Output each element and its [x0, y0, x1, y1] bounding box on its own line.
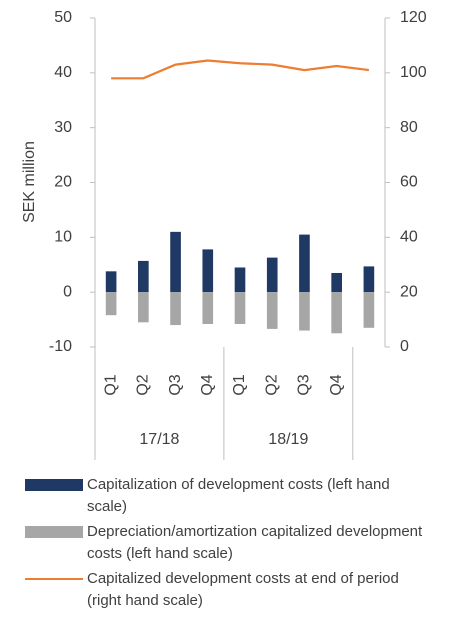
legend-label: Depreciation/amortization capitalized de…: [87, 523, 423, 562]
legend-entry: Capitalized development costs at end of …: [25, 568, 445, 612]
y-tick-label: 30: [54, 119, 72, 136]
legend-swatch: [25, 578, 83, 580]
legend-entry: Depreciation/amortization capitalized de…: [25, 521, 445, 565]
y2-tick-label: 20: [400, 283, 418, 300]
x-tick-label: Q2: [135, 374, 152, 395]
bar: [266, 257, 278, 293]
bar: [331, 272, 342, 293]
legend-swatch: [25, 526, 83, 538]
bar: [105, 292, 117, 316]
chart: SEK million -10 0 10 20 30 40 50 0 20 40 60 80 100 12…: [21, 9, 427, 460]
y2-tick-label: 60: [400, 174, 418, 191]
group-label: 18/19: [268, 431, 308, 448]
bar: [202, 292, 214, 324]
y-tick-label: 50: [54, 9, 72, 26]
y2-tick-label: 40: [400, 229, 418, 246]
bar: [202, 249, 214, 293]
y-tick-label: -10: [49, 338, 72, 355]
y2-tick-label: 120: [400, 9, 427, 26]
legend-entry: Capitalization of development costs (lef…: [25, 474, 445, 518]
y-tick-label: 10: [54, 229, 72, 246]
legend-label: Capitalization of development costs (lef…: [87, 476, 390, 515]
x-tick-label: Q1: [231, 374, 248, 395]
line: [111, 59, 370, 80]
bar: [299, 292, 310, 331]
bar: [266, 292, 278, 329]
bar: [234, 292, 246, 324]
y-tick-label: 20: [54, 174, 72, 191]
bar: [170, 231, 181, 293]
x-tick-label: Q3: [167, 374, 184, 395]
x-tick-label: Q4: [199, 374, 216, 395]
legend: Capitalization of development costs (lef…: [25, 474, 445, 615]
y-tick-label: 40: [54, 64, 72, 81]
x-tick-label: Q1: [102, 374, 119, 395]
y-axis-label: SEK million: [21, 141, 38, 223]
legend-swatch: [25, 479, 83, 491]
bar: [170, 292, 181, 326]
x-tick-label: Q2: [263, 374, 280, 395]
legend-label: Capitalized development costs at end of …: [87, 570, 399, 609]
bar: [138, 260, 149, 293]
bar: [299, 234, 310, 293]
bar: [363, 292, 375, 328]
group-label: 17/18: [139, 431, 179, 448]
y2-tick-label: 80: [400, 119, 418, 136]
bar: [363, 266, 375, 293]
x-tick-label: Q4: [328, 374, 345, 395]
y-tick-label: 0: [63, 283, 72, 300]
y2-tick-label: 100: [400, 64, 427, 81]
bar: [105, 271, 117, 293]
y2-tick-label: 0: [400, 338, 409, 355]
bar: [138, 292, 149, 323]
bar: [331, 292, 342, 334]
bar: [234, 267, 246, 293]
x-tick-label: Q3: [296, 374, 313, 395]
